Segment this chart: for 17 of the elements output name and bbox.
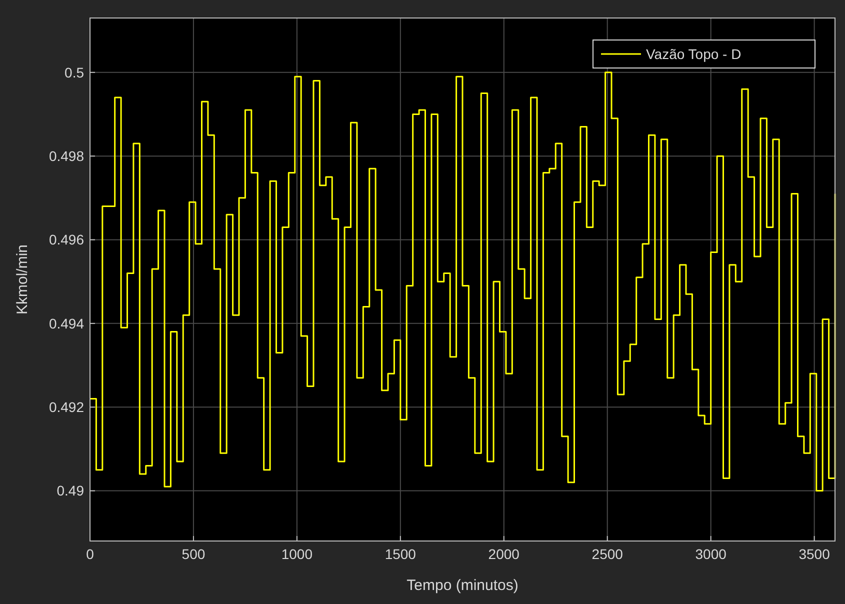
- x-axis-title: Tempo (minutos): [406, 577, 518, 594]
- y-tick-label: 0.494: [48, 315, 84, 332]
- x-tick-label: 1500: [384, 546, 416, 562]
- x-tick-label: 500: [182, 546, 206, 562]
- legend-label: Vazão Topo - D: [646, 46, 742, 62]
- x-tick-label: 2000: [488, 546, 520, 562]
- y-axis-title: Kkmol/min: [14, 244, 31, 315]
- y-tick-label: 0.492: [48, 399, 84, 416]
- y-tick-label: 0.498: [48, 148, 84, 164]
- x-tick-label: 3500: [798, 546, 830, 562]
- y-tick-label: 0.496: [48, 232, 84, 248]
- x-tick-label: 2500: [592, 546, 624, 562]
- y-tick-label: 0.49: [56, 482, 84, 499]
- x-tick-label: 3000: [695, 546, 727, 562]
- x-tick-label: 1000: [281, 546, 313, 562]
- y-tick-label: 0.5: [64, 64, 84, 80]
- x-tick-label: 0: [86, 546, 94, 562]
